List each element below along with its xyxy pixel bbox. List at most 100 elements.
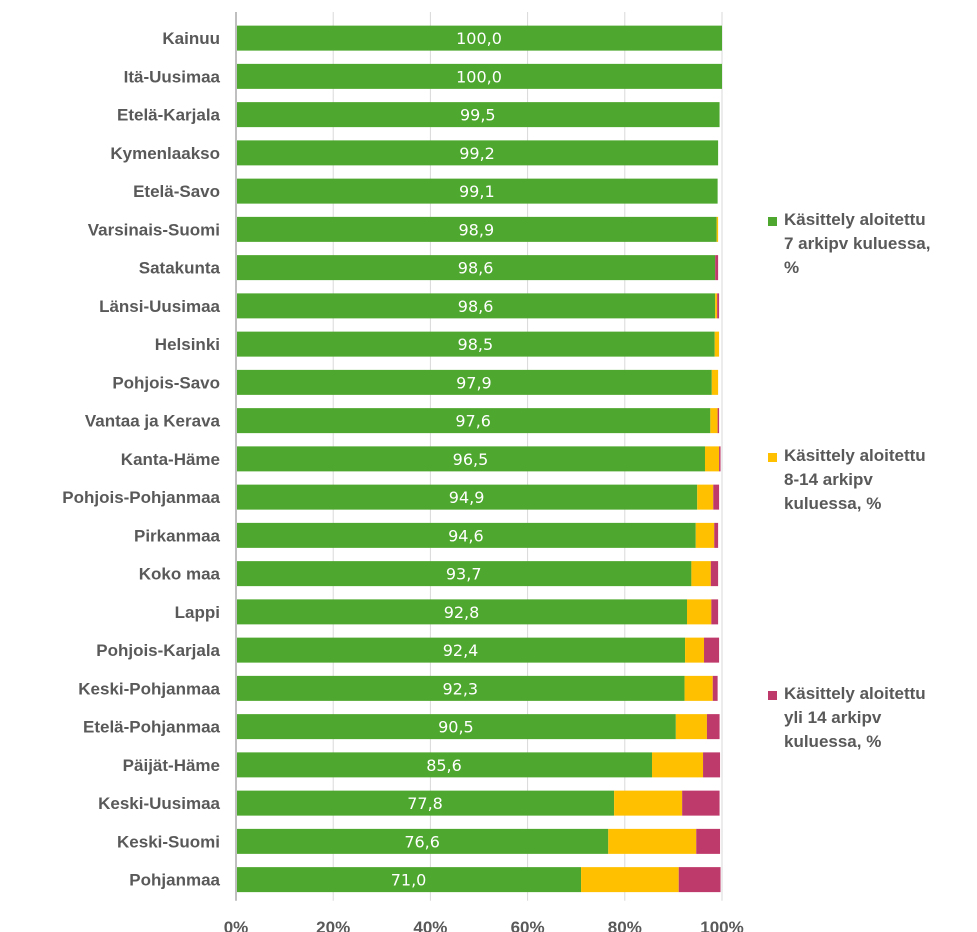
- bar-segment-series-1: [236, 178, 718, 204]
- bar-segment-series-1: [236, 522, 696, 548]
- category-label: Päijät-Häme: [123, 756, 220, 775]
- data-label: 96,5: [453, 450, 489, 469]
- data-label: 90,5: [438, 718, 474, 737]
- bar-segment-series-2: [675, 714, 707, 740]
- category-label: Pirkanmaa: [134, 526, 221, 545]
- category-label: Kainuu: [162, 29, 220, 48]
- category-label: Keski-Pohjanmaa: [78, 679, 220, 698]
- data-label: 99,5: [460, 106, 496, 125]
- data-label: 100,0: [456, 29, 502, 48]
- bar-segment-series-2: [715, 293, 718, 319]
- data-label: 99,2: [459, 144, 495, 163]
- data-label: 98,9: [459, 220, 495, 239]
- bar-segment-series-2: [685, 637, 705, 663]
- bar-segment-series-1: [236, 561, 692, 587]
- bar-segment-series-2: [614, 790, 683, 816]
- bar-segment-series-1: [236, 331, 715, 357]
- data-label: 76,6: [404, 832, 440, 851]
- bar-segment-series-1: [236, 637, 686, 663]
- bar-segment-series-2: [716, 216, 719, 242]
- bar-segment-series-1: [236, 790, 615, 816]
- data-label: 93,7: [446, 565, 482, 584]
- bar-segment-series-1: [236, 867, 582, 893]
- data-label: 99,1: [459, 182, 495, 201]
- bar-segment-series-1: [236, 369, 712, 395]
- legend-swatch-green: [768, 217, 777, 226]
- legend-label: Käsittely aloitettu yli 14 arkipv kulues…: [784, 684, 926, 751]
- bar-segment-series-2: [684, 675, 713, 701]
- category-label: Länsi-Uusimaa: [99, 297, 220, 316]
- bar-segment-series-3: [715, 255, 719, 281]
- legend-swatch-yellow: [768, 453, 777, 462]
- bar-segment-series-3: [717, 408, 720, 434]
- data-label: 98,5: [458, 335, 494, 354]
- bar-segment-series-1: [236, 484, 698, 510]
- category-label: Pohjanmaa: [129, 871, 220, 890]
- bar-segment-series-1: [236, 216, 717, 242]
- bar-segment-series-2: [652, 752, 704, 778]
- bar-segment-series-3: [703, 752, 721, 778]
- category-label: Itä-Uusimaa: [124, 67, 221, 86]
- data-label: 92,3: [442, 679, 478, 698]
- bar-segment-series-3: [682, 790, 720, 816]
- data-label: 92,4: [443, 641, 479, 660]
- category-label: Vantaa ja Kerava: [85, 412, 221, 431]
- data-label: 94,9: [449, 488, 485, 507]
- data-label: 98,6: [458, 297, 494, 316]
- bar-segment-series-2: [691, 561, 711, 587]
- category-label: Kymenlaakso: [110, 144, 220, 163]
- bar-segment-series-1: [236, 599, 688, 625]
- category-labels: Kainuu Itä-Uusimaa Etelä-Karjala Kymenlaaks…: [62, 29, 220, 890]
- data-label: 85,6: [426, 756, 462, 775]
- bar-segment-series-3: [719, 446, 721, 472]
- x-tick-label: 20%: [316, 918, 350, 932]
- bar-segment-series-3: [711, 599, 719, 625]
- data-label: 97,6: [455, 412, 491, 431]
- bar-segment-series-3: [704, 637, 720, 663]
- data-label: 77,8: [407, 794, 443, 813]
- data-label: 100,0: [456, 67, 502, 86]
- bar-segment-series-1: [236, 714, 676, 740]
- x-tick-label: 80%: [608, 918, 642, 932]
- data-label: 94,6: [448, 526, 484, 545]
- category-label: Helsinki: [155, 335, 220, 354]
- category-label: Lappi: [175, 603, 220, 622]
- bar-segment-series-2: [710, 408, 718, 434]
- bar-segment-series-3: [712, 675, 718, 701]
- category-label: Koko maa: [139, 565, 221, 584]
- bar-segment-series-1: [236, 675, 685, 701]
- legend-label: Käsittely aloitettu 8-14 arkipv kuluessa…: [784, 446, 926, 513]
- bars: 100,0 100,0 99,5 99,2 99,1 98,9 98,6 98,6 98,5 97…: [236, 25, 722, 893]
- category-label: Keski-Suomi: [117, 832, 220, 851]
- bar-segment-series-1: [236, 293, 716, 319]
- bar-segment-series-2: [687, 599, 712, 625]
- category-label: Varsinais-Suomi: [88, 220, 220, 239]
- bar-segment-series-3: [710, 561, 719, 587]
- bar-segment-series-1: [236, 102, 720, 128]
- bar-segment-series-2: [581, 867, 679, 893]
- category-label: Etelä-Savo: [133, 182, 220, 201]
- data-label: 71,0: [391, 871, 427, 890]
- category-label: Pohjois-Savo: [112, 373, 220, 392]
- bar-segment-series-1: [236, 63, 722, 89]
- bar-segment-series-1: [236, 408, 711, 434]
- category-label: Keski-Uusimaa: [98, 794, 220, 813]
- bar-segment-series-2: [714, 331, 720, 357]
- x-tick-label: 60%: [511, 918, 545, 932]
- bar-segment-series-1: [236, 752, 653, 778]
- data-label: 92,8: [444, 603, 480, 622]
- legend-swatch-magenta: [768, 691, 777, 700]
- data-label: 97,9: [456, 373, 492, 392]
- bar-segment-series-1: [236, 25, 722, 51]
- category-label: Etelä-Pohjanmaa: [83, 718, 221, 737]
- category-label: Pohjois-Pohjanmaa: [62, 488, 220, 507]
- x-tick-labels: 0% 20% 40% 60% 80% 100%: [224, 918, 744, 932]
- bar-segment-series-2: [695, 522, 715, 548]
- x-tick-label: 40%: [413, 918, 447, 932]
- bar-segment-series-2: [608, 828, 697, 854]
- bar-segment-series-3: [713, 484, 720, 510]
- bar-segment-series-2: [697, 484, 714, 510]
- x-tick-label: 0%: [224, 918, 249, 932]
- category-label: Kanta-Häme: [121, 450, 220, 469]
